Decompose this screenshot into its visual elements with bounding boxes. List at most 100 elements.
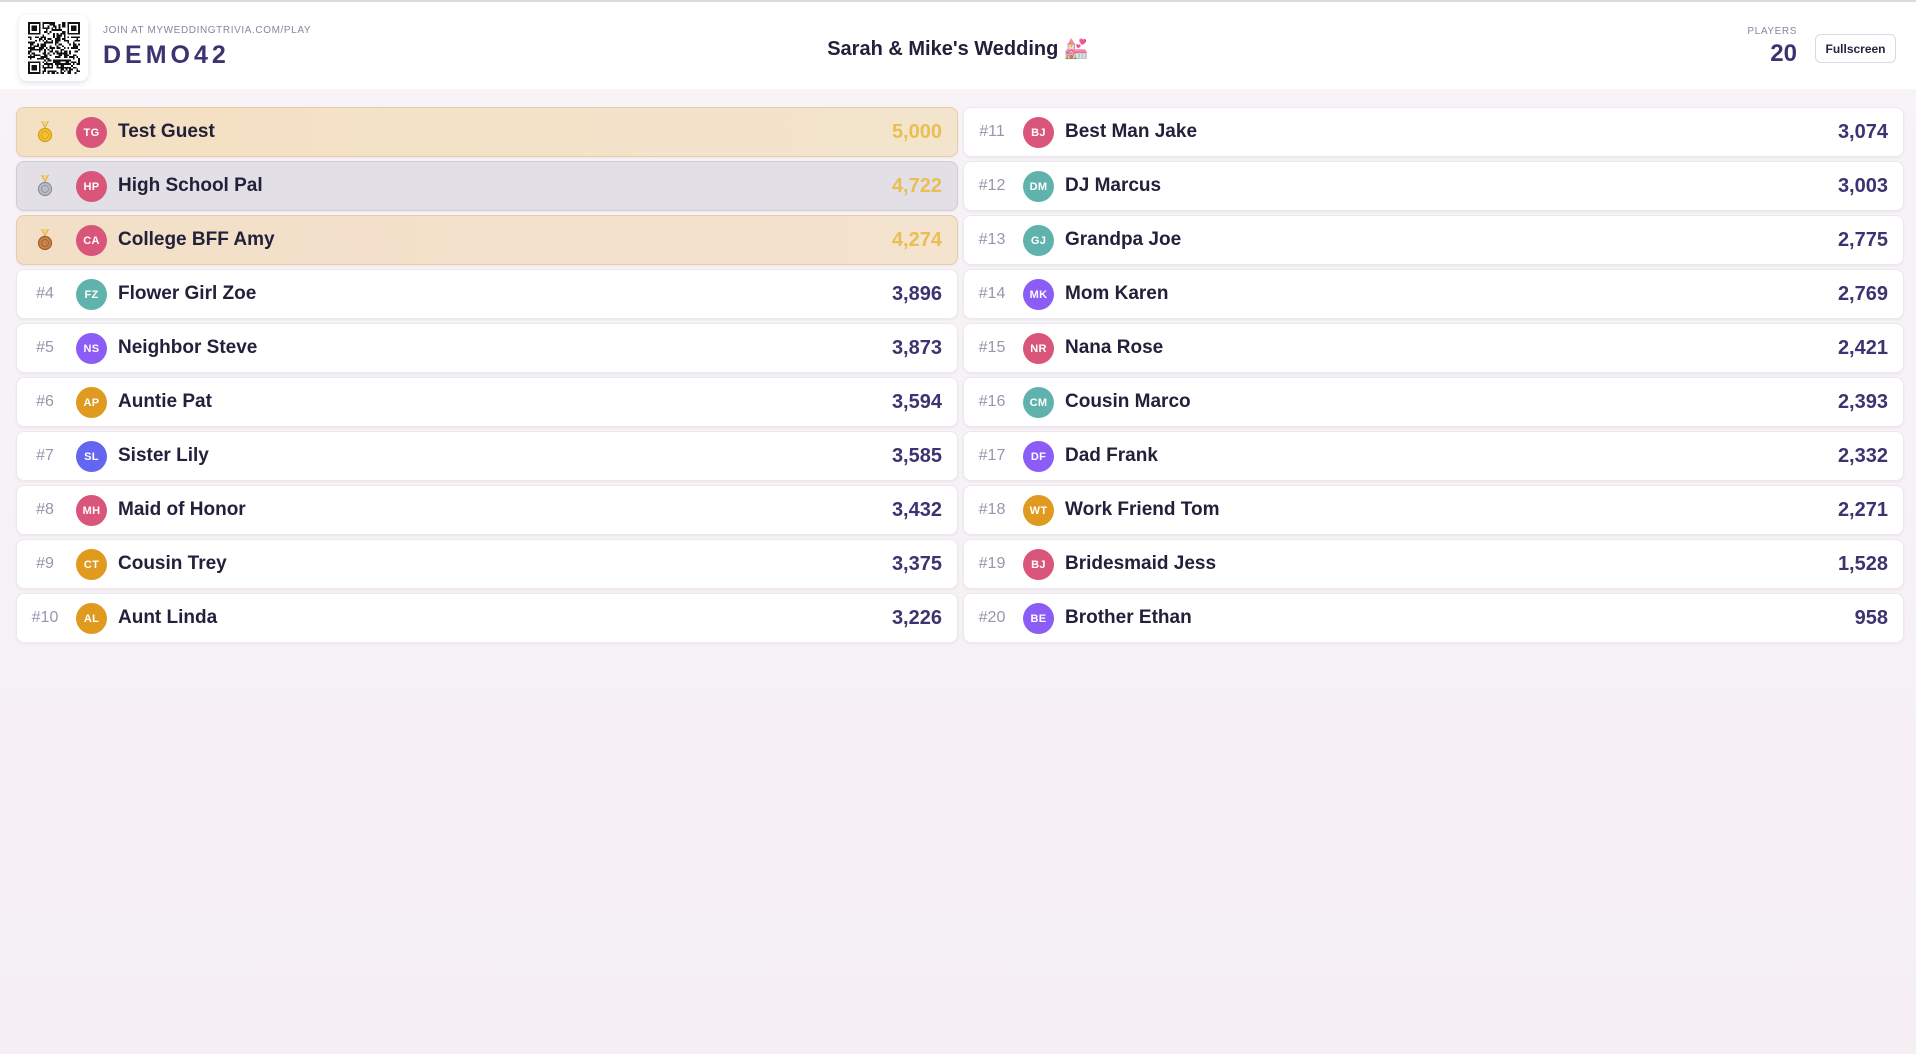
avatar: AL	[76, 603, 107, 634]
avatar: MH	[76, 495, 107, 526]
player-name: Neighbor Steve	[118, 337, 258, 358]
avatar: DF	[1023, 441, 1054, 472]
leaderboard-row: #9 CT Cousin Trey 3,375	[16, 539, 958, 589]
leaderboard-row: #11 BJ Best Man Jake 3,074	[963, 107, 1904, 157]
avatar: FZ	[76, 279, 107, 310]
player-name: Best Man Jake	[1065, 121, 1198, 142]
rank-label: #9	[36, 555, 54, 572]
leaderboard-column-left: TG Test Guest 5,000 HP High School Pal 4,722 C…	[16, 107, 958, 647]
rank-label: #17	[978, 447, 1006, 464]
top-border	[0, 0, 1916, 2]
rank-label: #4	[36, 285, 54, 302]
rank-label: #7	[36, 447, 54, 464]
leaderboard-row: HP High School Pal 4,722	[16, 161, 958, 211]
rank-label: #6	[36, 393, 54, 410]
player-name: Test Guest	[118, 121, 215, 142]
rank-label: #18	[978, 501, 1006, 518]
player-score: 4,722	[891, 175, 942, 197]
player-score: 3,432	[891, 499, 942, 521]
rank-label: #13	[978, 231, 1006, 248]
leaderboard-row: #17 DF Dad Frank 2,332	[963, 431, 1904, 481]
leaderboard-row: #5 NS Neighbor Steve 3,873	[16, 323, 958, 373]
leaderboard-row: #7 SL Sister Lily 3,585	[16, 431, 958, 481]
players-count: 20	[1770, 40, 1797, 67]
leaderboard-row: #8 MH Maid of Honor 3,432	[16, 485, 958, 535]
avatar: GJ	[1023, 225, 1054, 256]
player-score: 2,271	[1837, 499, 1888, 521]
rank-label: #16	[978, 393, 1006, 410]
player-name: Dad Frank	[1065, 445, 1158, 466]
player-name: High School Pal	[118, 175, 263, 196]
player-score: 2,332	[1837, 445, 1888, 467]
avatar: DM	[1023, 171, 1054, 202]
avatar: TG	[76, 117, 107, 148]
rank-label: #19	[978, 555, 1006, 572]
leaderboard-row: #4 FZ Flower Girl Zoe 3,896	[16, 269, 958, 319]
gold-medal-icon	[17, 108, 73, 156]
avatar: BJ	[1023, 117, 1054, 148]
rank-label: #10	[31, 609, 59, 626]
leaderboard-row: #12 DM DJ Marcus 3,003	[963, 161, 1904, 211]
player-name: College BFF Amy	[118, 229, 275, 250]
player-score: 3,226	[891, 607, 942, 629]
player-score: 3,074	[1837, 121, 1888, 143]
player-score: 2,775	[1837, 229, 1888, 251]
join-url-label: JOIN AT MYWEDDINGTRIVIA.COM/PLAY	[103, 25, 312, 36]
player-name: DJ Marcus	[1065, 175, 1162, 196]
avatar: CT	[76, 549, 107, 580]
avatar: WT	[1023, 495, 1054, 526]
leaderboard-row: #15 NR Nana Rose 2,421	[963, 323, 1904, 373]
avatar: NR	[1023, 333, 1054, 364]
player-score: 3,585	[891, 445, 942, 467]
player-score: 2,393	[1837, 391, 1888, 413]
leaderboard-row: #18 WT Work Friend Tom 2,271	[963, 485, 1904, 535]
player-score: 3,003	[1837, 175, 1888, 197]
avatar: NS	[76, 333, 107, 364]
player-name: Auntie Pat	[118, 391, 212, 412]
player-name: Grandpa Joe	[1065, 229, 1182, 250]
avatar: HP	[76, 171, 107, 202]
rank-label: #20	[978, 609, 1006, 626]
header-bar: JOIN AT MYWEDDINGTRIVIA.COM/PLAY DEMO42 …	[0, 2, 1916, 89]
avatar: CM	[1023, 387, 1054, 418]
leaderboard-row: TG Test Guest 5,000	[16, 107, 958, 157]
bronze-medal-icon	[17, 216, 73, 264]
leaderboard-row: #19 BJ Bridesmaid Jess 1,528	[963, 539, 1904, 589]
avatar: CA	[76, 225, 107, 256]
player-name: Maid of Honor	[118, 499, 246, 520]
player-name: Cousin Trey	[118, 553, 227, 574]
rank-label: #15	[978, 339, 1006, 356]
room-code: DEMO42	[103, 41, 230, 69]
rank-label: #8	[36, 501, 54, 518]
rank-label: #11	[979, 123, 1005, 140]
leaderboard-row: #13 GJ Grandpa Joe 2,775	[963, 215, 1904, 265]
rank-label: #12	[978, 177, 1006, 194]
event-title: Sarah & Mike's Wedding 💒	[827, 38, 1089, 60]
rank-label: #5	[36, 339, 54, 356]
qr-code-icon[interactable]	[19, 15, 88, 81]
player-score: 4,274	[891, 229, 942, 251]
leaderboard-row: #10 AL Aunt Linda 3,226	[16, 593, 958, 643]
player-score: 3,594	[891, 391, 942, 413]
avatar: BE	[1023, 603, 1054, 634]
player-name: Aunt Linda	[118, 607, 218, 628]
rank-label: #14	[978, 285, 1006, 302]
player-score: 3,873	[891, 337, 942, 359]
avatar: BJ	[1023, 549, 1054, 580]
player-name: Mom Karen	[1065, 283, 1169, 304]
leaderboard-row: #6 AP Auntie Pat 3,594	[16, 377, 958, 427]
fullscreen-button[interactable]: Fullscreen	[1815, 34, 1896, 63]
leaderboard-row: CA College BFF Amy 4,274	[16, 215, 958, 265]
player-score: 2,421	[1837, 337, 1888, 359]
leaderboard-column-right: #11 BJ Best Man Jake 3,074 #12 DM DJ Marcus 3,0…	[963, 107, 1904, 647]
event-title-wrap: Sarah & Mike's Wedding 💒	[0, 36, 1916, 61]
player-score: 5,000	[891, 121, 942, 143]
player-score: 2,769	[1837, 283, 1888, 305]
player-name: Brother Ethan	[1065, 607, 1192, 628]
player-name: Sister Lily	[118, 445, 209, 466]
player-name: Nana Rose	[1065, 337, 1164, 358]
leaderboard-row: #14 MK Mom Karen 2,769	[963, 269, 1904, 319]
silver-medal-icon	[17, 162, 73, 210]
leaderboard-row: #16 CM Cousin Marco 2,393	[963, 377, 1904, 427]
player-name: Flower Girl Zoe	[118, 283, 257, 304]
